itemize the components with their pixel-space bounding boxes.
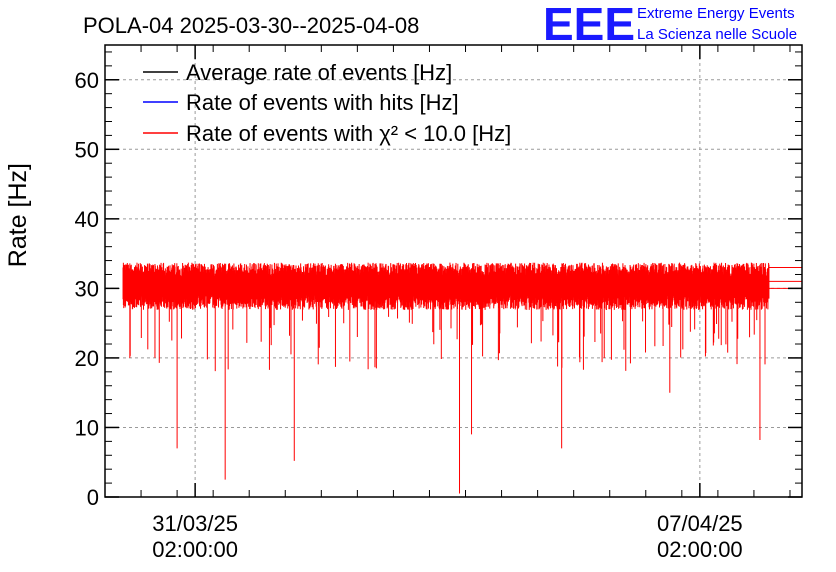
y-tick-label-20: 20 [75,346,99,371]
y-tick-label-40: 40 [75,207,99,232]
y-axis-label: Rate [Hz] [4,163,32,267]
series-line-chi2 [122,262,802,494]
x-tick-label-time-1: 02:00:00 [657,537,743,562]
legend-label-hits: Rate of events with hits [Hz] [186,90,459,115]
eee-logo-line2: La Scienza nelle Scuole [637,26,797,43]
eee-logo-line1: Extreme Energy Events [637,5,795,22]
legend-label-average: Average rate of events [Hz] [186,60,452,85]
legend: Average rate of events [Hz] Rate of even… [143,60,511,146]
eee-logo: EEE Extreme Energy Events La Scienza nel… [543,0,797,50]
y-tick-label-10: 10 [75,415,99,440]
x-tick-label-time-0: 02:00:00 [152,537,238,562]
eee-logo-text: EEE [543,0,635,50]
legend-label-chi2: Rate of events with χ² < 10.0 [Hz] [186,121,511,146]
y-tick-label-30: 30 [75,276,99,301]
y-tick-label-50: 50 [75,137,99,162]
plot-frame [104,44,803,498]
plot-border [104,44,803,498]
y-tick-label-60: 60 [75,68,99,93]
y-axis-ticks: 0 10 20 30 40 50 60 [75,51,802,510]
x-tick-label-date-0: 31/03/25 [152,511,238,536]
x-tick-label-date-1: 07/04/25 [657,511,743,536]
y-tick-label-0: 0 [87,485,99,510]
chart-title: POLA-04 2025-03-30--2025-04-08 [83,13,419,38]
series-area [122,262,802,494]
